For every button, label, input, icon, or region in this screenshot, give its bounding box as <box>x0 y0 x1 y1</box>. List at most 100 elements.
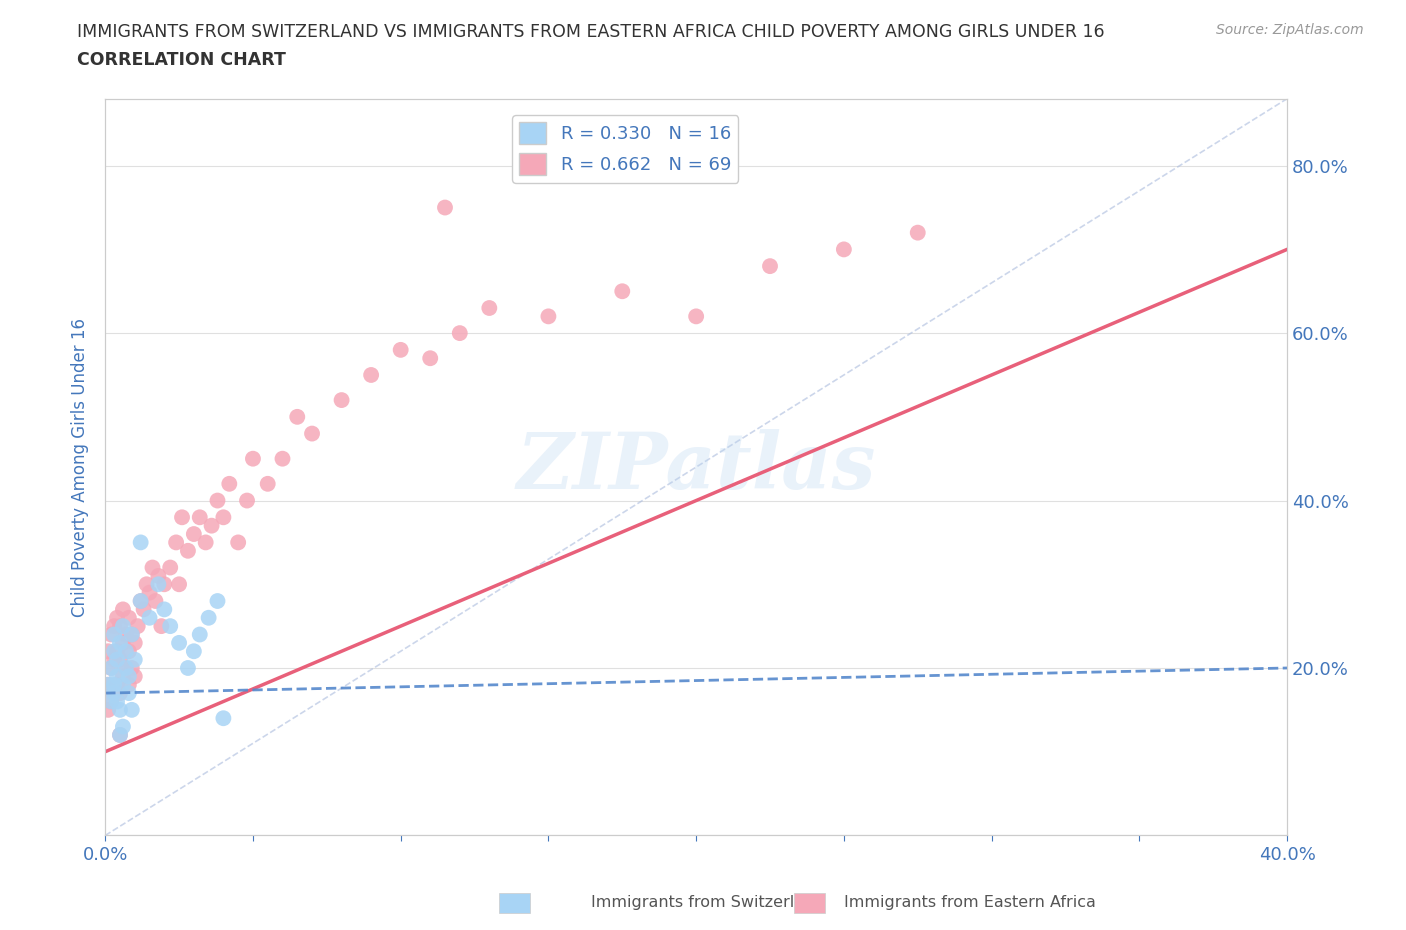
Point <box>212 711 235 725</box>
Point <box>97 677 120 692</box>
Point <box>121 627 143 642</box>
Point <box>100 627 122 642</box>
Text: Immigrants from Switzerland: Immigrants from Switzerland <box>591 895 824 910</box>
Point <box>111 635 134 650</box>
Point <box>285 409 308 424</box>
Text: ZIPatlas: ZIPatlas <box>516 429 876 505</box>
Point <box>242 451 264 466</box>
Point <box>138 585 160 600</box>
Text: Immigrants from Eastern Africa: Immigrants from Eastern Africa <box>844 895 1095 910</box>
Point <box>165 535 187 550</box>
Point <box>124 669 146 684</box>
Point <box>183 526 205 541</box>
Point <box>124 635 146 650</box>
Point <box>135 577 157 591</box>
Point <box>907 225 929 240</box>
Point <box>105 677 128 692</box>
Point <box>97 702 120 717</box>
Point <box>129 535 152 550</box>
Point <box>177 543 200 558</box>
Text: CORRELATION CHART: CORRELATION CHART <box>77 51 287 69</box>
Point <box>103 618 125 633</box>
Point <box>612 284 634 299</box>
Point <box>115 644 138 658</box>
Point <box>127 618 149 633</box>
Point <box>360 367 382 382</box>
Point <box>108 727 131 742</box>
Point <box>188 510 211 525</box>
Point <box>188 627 211 642</box>
Point <box>108 702 131 717</box>
Point <box>105 644 128 658</box>
Point <box>108 727 131 742</box>
Point <box>330 392 353 407</box>
Point <box>419 351 441 365</box>
Point <box>118 610 141 625</box>
Point <box>207 493 229 508</box>
Point <box>434 200 457 215</box>
Point <box>226 535 249 550</box>
Point <box>118 677 141 692</box>
Point <box>97 644 120 658</box>
Point <box>207 593 229 608</box>
Point <box>108 652 131 667</box>
Point <box>100 694 122 709</box>
Point <box>103 685 125 700</box>
Point <box>389 342 412 357</box>
Point <box>105 610 128 625</box>
Point <box>103 677 125 692</box>
Point <box>159 560 181 575</box>
Point <box>153 577 176 591</box>
Point <box>105 669 128 684</box>
Point <box>167 635 190 650</box>
Point <box>111 677 134 692</box>
Point <box>138 610 160 625</box>
Point <box>271 451 294 466</box>
Point <box>103 627 125 642</box>
Point <box>121 627 143 642</box>
Point <box>118 685 141 700</box>
Point <box>111 618 134 633</box>
Point <box>129 593 152 608</box>
Point <box>115 627 138 642</box>
Point <box>108 635 131 650</box>
Point <box>121 660 143 675</box>
Point <box>194 535 217 550</box>
Point <box>449 326 471 340</box>
Point <box>153 602 176 617</box>
Point <box>124 652 146 667</box>
Point <box>236 493 259 508</box>
Point <box>167 577 190 591</box>
Point <box>132 602 155 617</box>
Point <box>111 719 134 734</box>
Point <box>105 652 128 667</box>
Point <box>301 426 323 441</box>
Point <box>118 644 141 658</box>
Point <box>129 593 152 608</box>
Point <box>197 610 219 625</box>
Point <box>100 694 122 709</box>
Point <box>159 618 181 633</box>
Point <box>759 259 782 273</box>
Point <box>111 669 134 684</box>
Y-axis label: Child Poverty Among Girls Under 16: Child Poverty Among Girls Under 16 <box>72 317 89 617</box>
Point <box>478 300 501 315</box>
Point <box>832 242 855 257</box>
Point <box>200 518 222 533</box>
Point <box>177 660 200 675</box>
Point <box>103 685 125 700</box>
Point <box>111 602 134 617</box>
Point <box>105 694 128 709</box>
Point <box>141 560 163 575</box>
Point <box>145 593 167 608</box>
Legend: R = 0.330   N = 16, R = 0.662   N = 69: R = 0.330 N = 16, R = 0.662 N = 69 <box>512 115 738 182</box>
Point <box>103 644 125 658</box>
Point <box>170 510 193 525</box>
Point <box>121 702 143 717</box>
Point <box>685 309 707 324</box>
Point <box>115 660 138 675</box>
Point <box>108 618 131 633</box>
Point <box>115 660 138 675</box>
Point <box>97 677 120 692</box>
Point <box>103 652 125 667</box>
